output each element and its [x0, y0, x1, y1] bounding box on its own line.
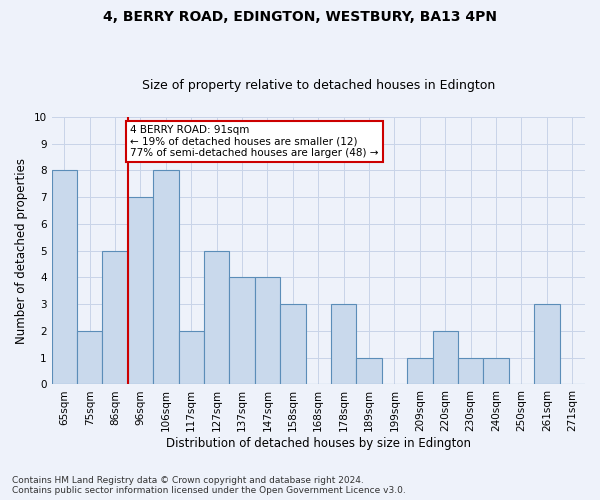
Bar [179, 331, 204, 384]
Bar [331, 304, 356, 384]
Bar [280, 304, 305, 384]
Bar [534, 304, 560, 384]
Bar [433, 331, 458, 384]
Text: Contains HM Land Registry data © Crown copyright and database right 2024.
Contai: Contains HM Land Registry data © Crown c… [12, 476, 406, 495]
Y-axis label: Number of detached properties: Number of detached properties [15, 158, 28, 344]
Text: 4, BERRY ROAD, EDINGTON, WESTBURY, BA13 4PN: 4, BERRY ROAD, EDINGTON, WESTBURY, BA13 … [103, 10, 497, 24]
Bar [255, 278, 280, 384]
Bar [52, 170, 77, 384]
Text: 4 BERRY ROAD: 91sqm
← 19% of detached houses are smaller (12)
77% of semi-detach: 4 BERRY ROAD: 91sqm ← 19% of detached ho… [130, 125, 379, 158]
Bar [229, 278, 255, 384]
Bar [103, 250, 128, 384]
Title: Size of property relative to detached houses in Edington: Size of property relative to detached ho… [142, 79, 495, 92]
Bar [128, 197, 153, 384]
Bar [484, 358, 509, 384]
Bar [77, 331, 103, 384]
Bar [153, 170, 179, 384]
Bar [356, 358, 382, 384]
Bar [458, 358, 484, 384]
Bar [204, 250, 229, 384]
X-axis label: Distribution of detached houses by size in Edington: Distribution of detached houses by size … [166, 437, 471, 450]
Bar [407, 358, 433, 384]
